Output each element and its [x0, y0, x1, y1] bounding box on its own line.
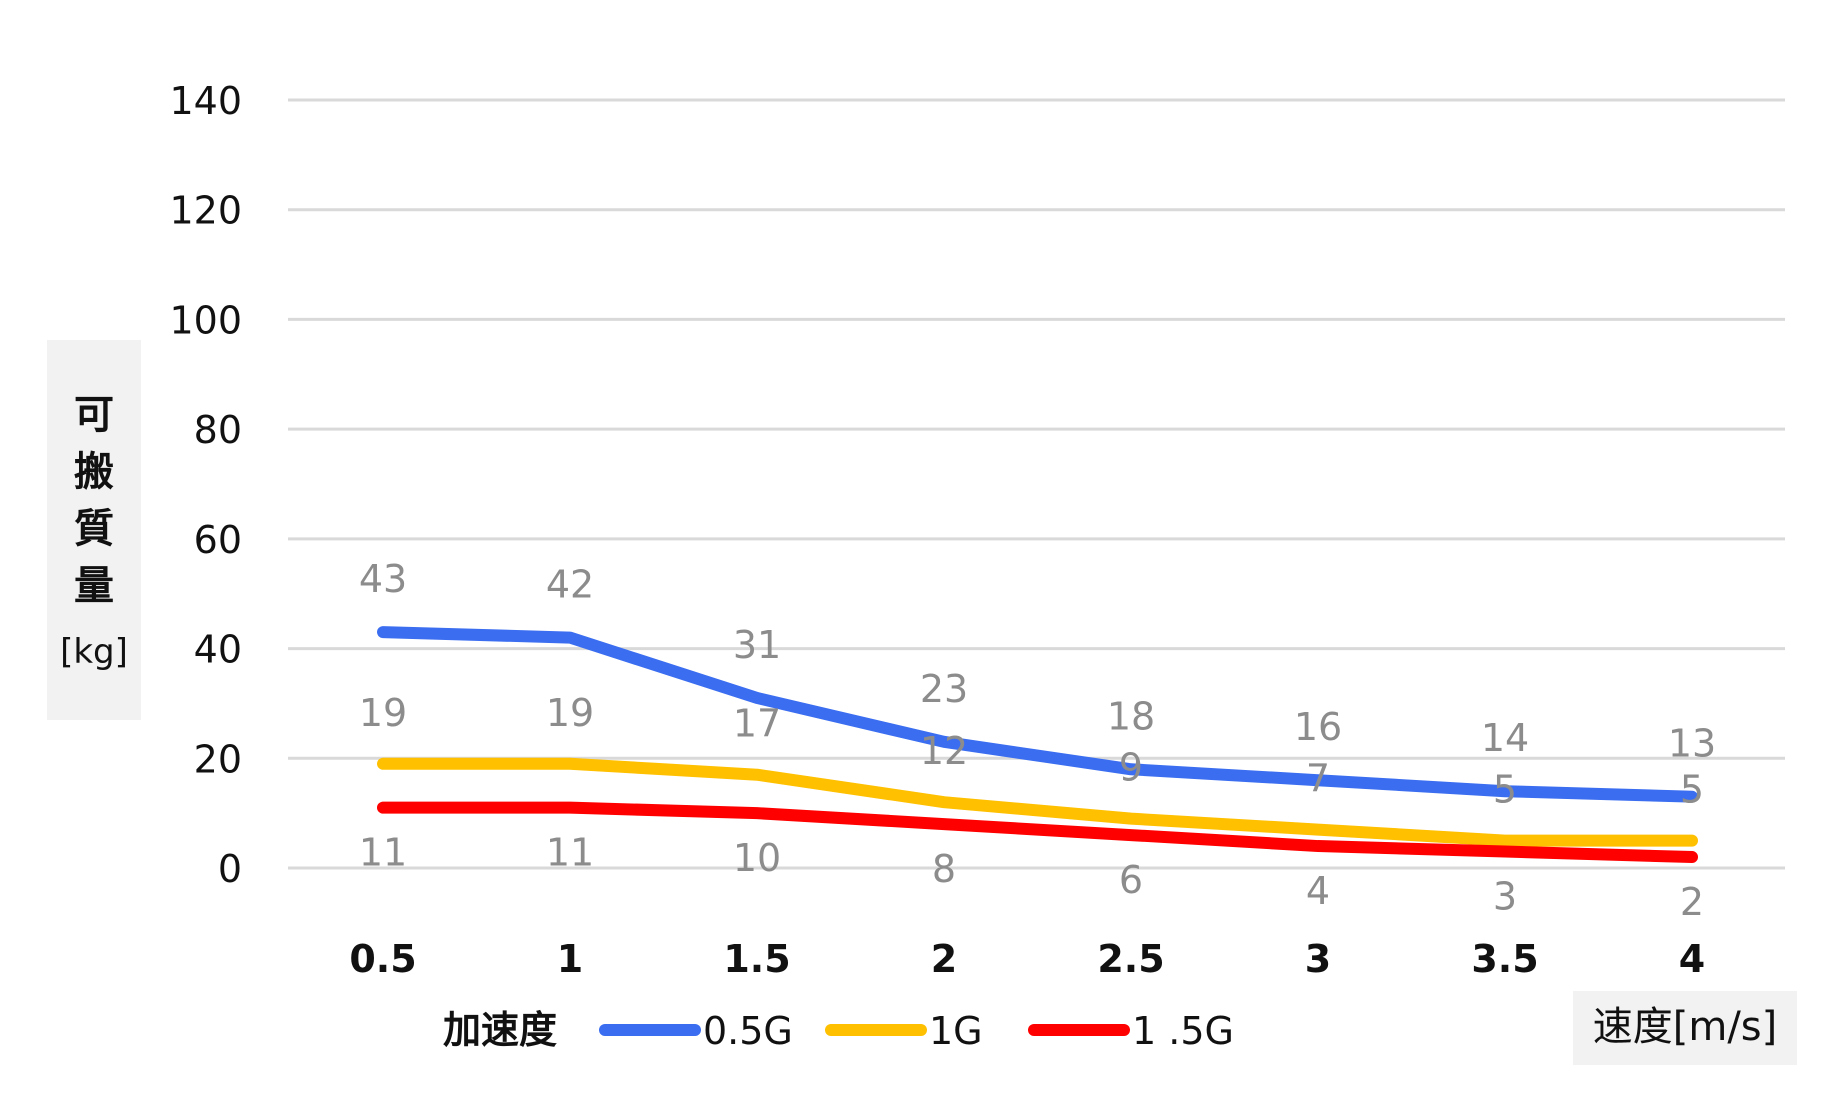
y-axis-unit: [kg]	[60, 632, 128, 672]
x-tick-label: 1.5	[723, 937, 790, 981]
legend-title: 加速度	[443, 1008, 557, 1052]
y-tick-label: 60	[194, 518, 242, 562]
data-label: 19	[359, 691, 407, 735]
x-axis-label: 速度[m/s]	[1593, 1004, 1778, 1050]
data-label: 31	[733, 623, 781, 667]
y-tick-label: 0	[218, 847, 242, 891]
data-label: 12	[920, 729, 968, 773]
x-axis-title-background	[1573, 991, 1797, 1065]
series-line-1.5G	[377, 801, 1698, 864]
y-axis-title-char: 量	[74, 563, 114, 609]
y-tick-label: 140	[169, 79, 242, 123]
x-tick-label: 3.5	[1471, 937, 1538, 981]
data-label: 7	[1306, 757, 1330, 801]
data-label: 2	[1680, 880, 1704, 924]
data-label: 5	[1680, 768, 1704, 812]
x-tick-label: 3	[1305, 937, 1331, 981]
data-label: 11	[546, 831, 594, 875]
legend-label: 1G	[929, 1009, 983, 1053]
data-label: 23	[920, 667, 968, 711]
legend-label: 0.5G	[703, 1009, 793, 1053]
data-label: 17	[733, 702, 781, 746]
data-label: 11	[359, 831, 407, 875]
y-tick-label: 20	[194, 737, 242, 781]
y-axis-ticks: 0 20 40 60 80 100 120 140	[169, 79, 242, 891]
data-label: 6	[1119, 858, 1143, 902]
data-label: 43	[359, 557, 407, 601]
x-tick-label: 0.5	[349, 937, 416, 981]
x-axis-ticks: 0.5 1 1.5 2 2.5 3 3.5 4	[349, 937, 1705, 981]
x-tick-label: 2	[931, 937, 957, 981]
series-lines	[377, 626, 1698, 864]
data-label: 18	[1107, 694, 1155, 738]
series-line-1G	[377, 757, 1698, 847]
y-tick-label: 40	[194, 628, 242, 672]
data-label: 5	[1493, 768, 1517, 812]
y-axis-title-background	[47, 340, 141, 720]
legend: 加速度 0.5G 1G 1 .5G	[443, 1008, 1234, 1053]
data-label: 42	[546, 563, 594, 607]
y-axis-title-char: 搬	[74, 449, 114, 495]
data-label: 16	[1294, 705, 1342, 749]
y-tick-label: 80	[194, 408, 242, 452]
data-label: 9	[1119, 746, 1143, 790]
y-axis-title-char: 質	[74, 506, 114, 552]
data-label: 19	[546, 691, 594, 735]
data-label: 8	[932, 847, 956, 891]
data-label: 10	[733, 836, 781, 880]
y-tick-label: 120	[169, 189, 242, 233]
legend-label: 1 .5G	[1132, 1009, 1234, 1053]
x-tick-label: 1	[557, 937, 583, 981]
y-tick-label: 100	[169, 298, 242, 342]
series-line-0.5G	[377, 626, 1698, 803]
data-label: 4	[1306, 869, 1330, 913]
x-tick-label: 4	[1679, 937, 1705, 981]
data-label: 3	[1493, 875, 1517, 919]
x-tick-label: 2.5	[1097, 937, 1164, 981]
data-label: 14	[1481, 716, 1529, 760]
y-axis-title-char: 可	[74, 392, 114, 438]
data-label: 13	[1668, 722, 1716, 766]
x-axis-title: 速度[m/s]	[1573, 991, 1797, 1065]
